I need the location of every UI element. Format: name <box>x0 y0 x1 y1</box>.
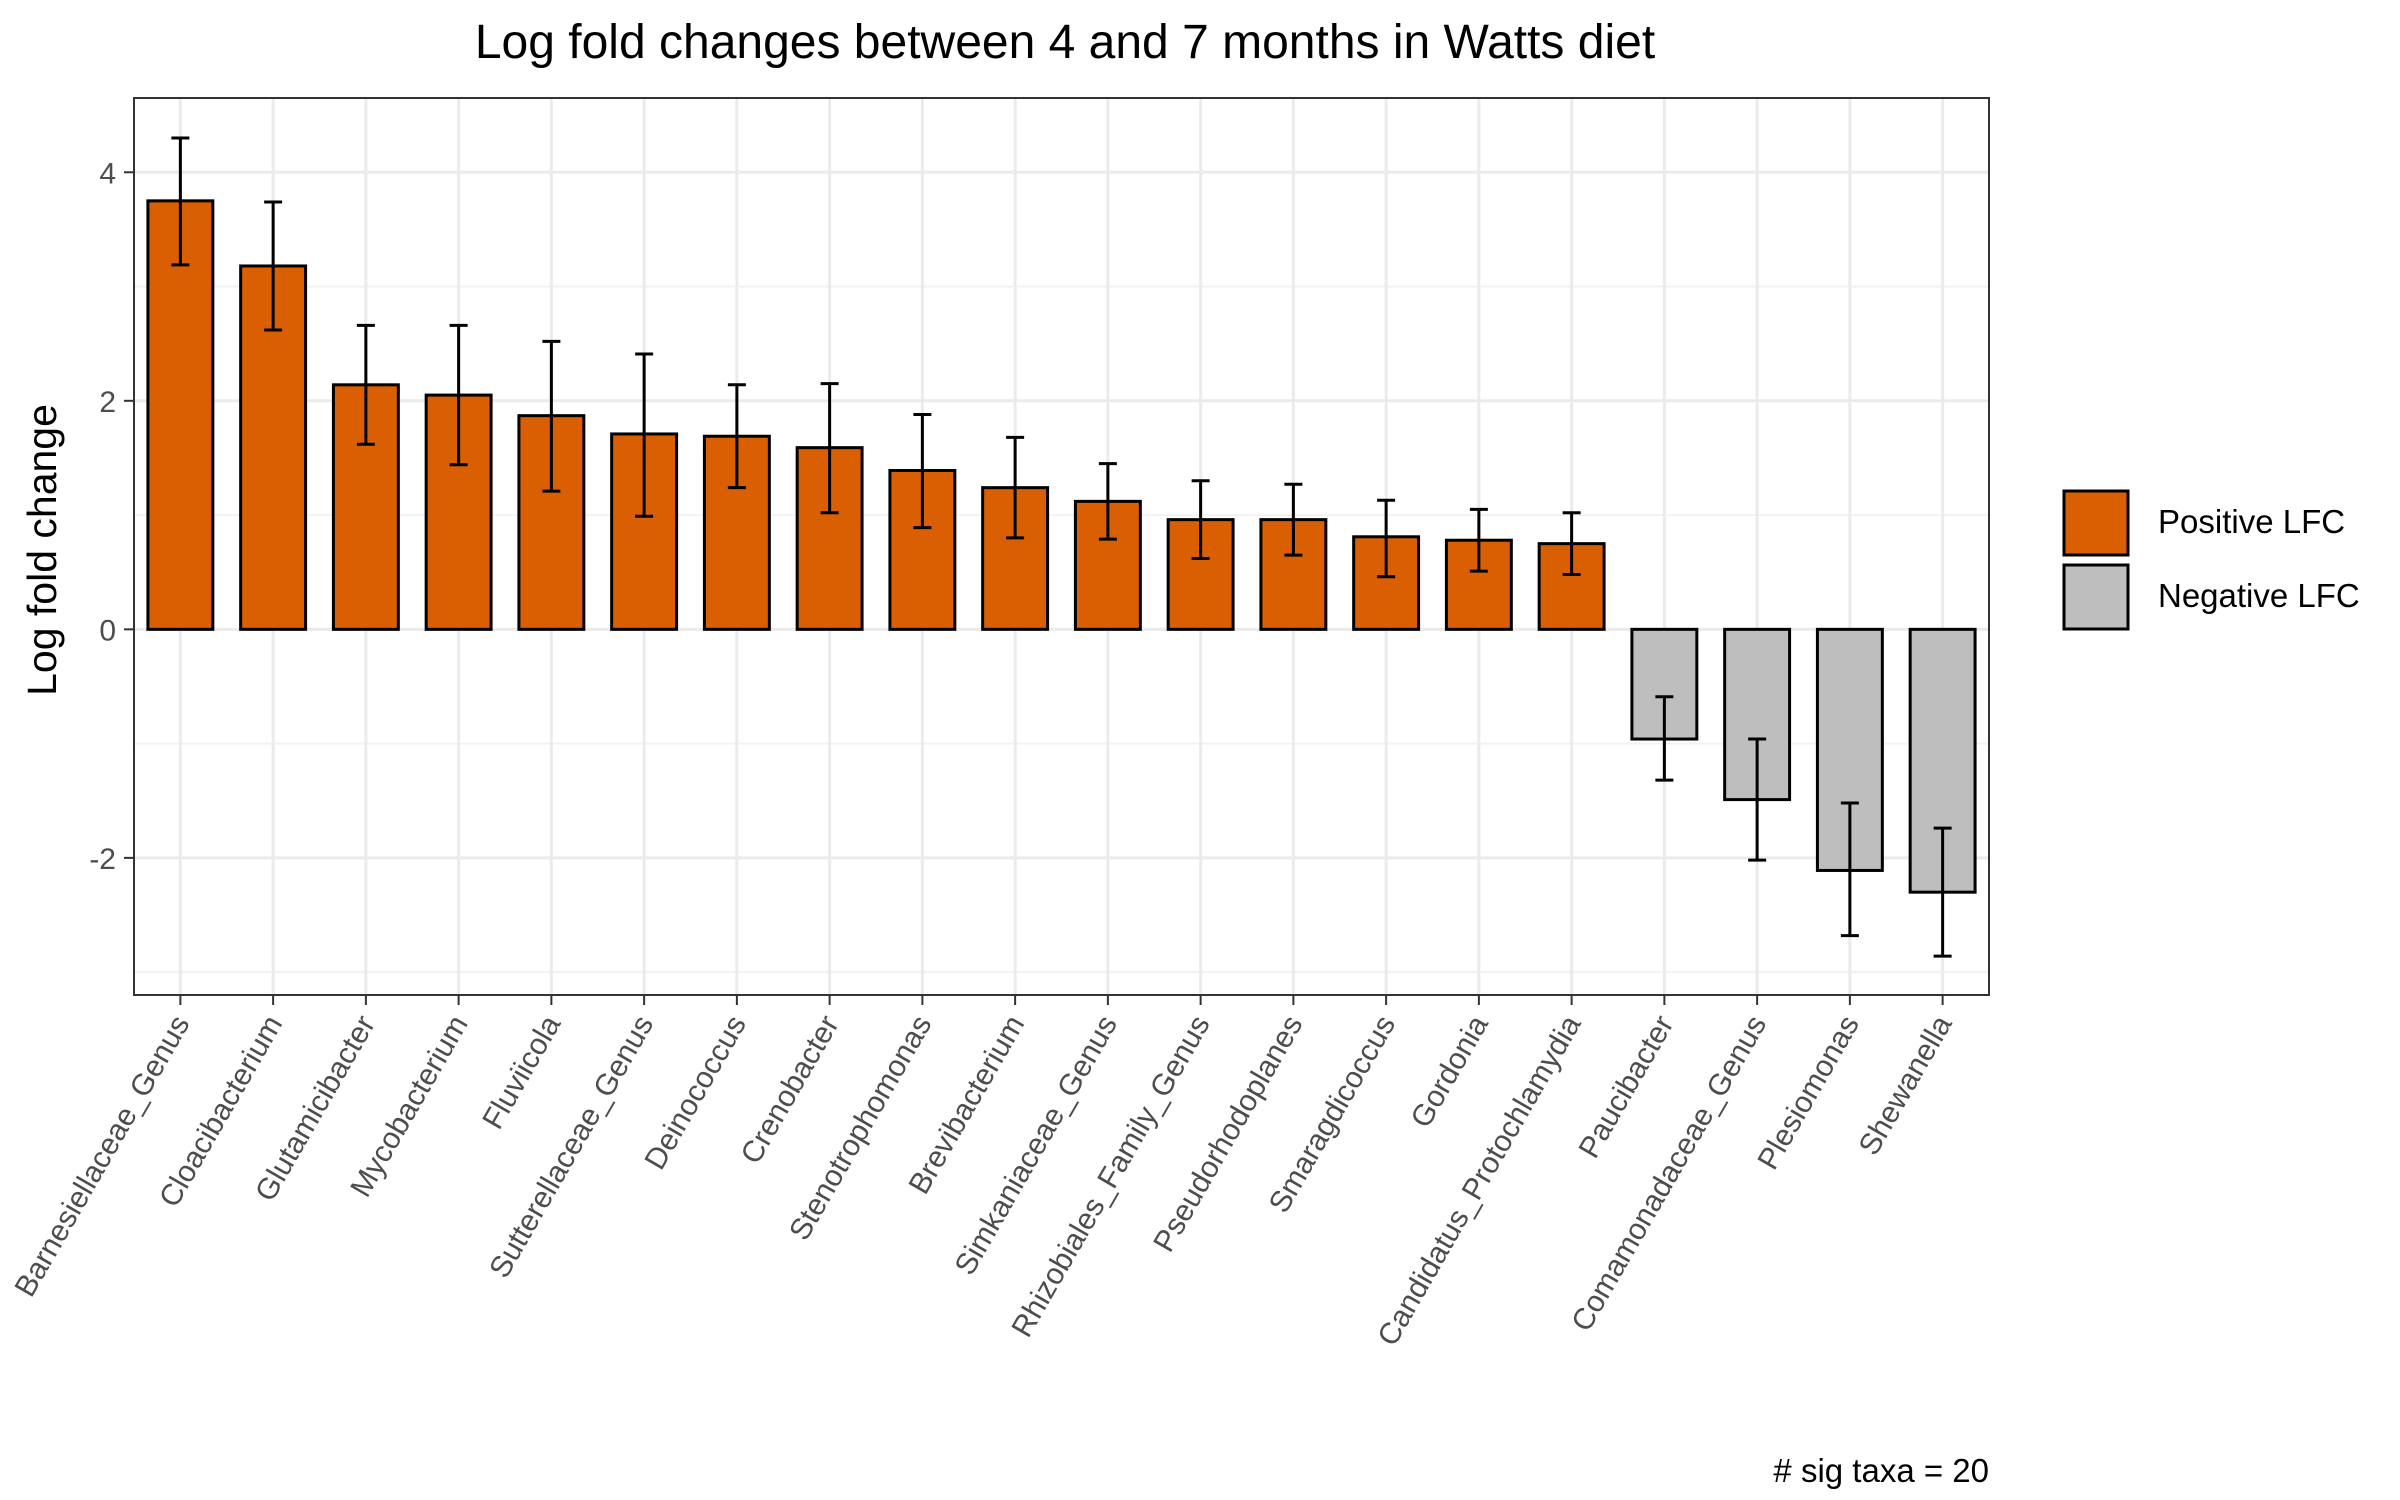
x-tick-label: Fluviicola <box>476 1010 567 1135</box>
error-bar-Glutamicibacter <box>356 323 375 446</box>
error-bar-Mycobacterium <box>449 323 468 467</box>
x-tick-label: Simkaniaceae_Genus <box>949 1010 1124 1281</box>
x-tick-label: Crenobacter <box>735 1010 846 1169</box>
error-bar-Comamonadaceae_Genus <box>1748 737 1767 862</box>
y-tick-label: 4 <box>99 157 116 190</box>
error-bar-Simkaniaceae_Genus <box>1098 462 1117 541</box>
legend-label-positive: Positive LFC <box>2158 503 2345 540</box>
legend-key-negative <box>2062 563 2130 631</box>
error-bar-Sutterellaceae_Genus <box>635 352 654 518</box>
error-bar-Smaragdicoccus <box>1377 498 1396 579</box>
legend-label-negative: Negative LFC <box>2158 577 2360 614</box>
x-tick-label: Sutterellaceae_Genus <box>483 1010 660 1284</box>
x-tick-label: Gordonia <box>1405 1010 1495 1134</box>
error-bar-Barnesiellaceae_Genus <box>171 136 190 267</box>
chart-title: Log fold changes between 4 and 7 months … <box>475 16 1655 69</box>
x-tick-label: Barnesiellaceae_Genus <box>9 1010 197 1302</box>
error-bar-Rhizobiales_Family_Genus <box>1191 479 1210 560</box>
error-bar-Candidatus_Protochlamydia <box>1562 511 1581 576</box>
error-bar-Paucibacter <box>1655 695 1674 782</box>
plot-panel-border <box>133 97 1990 996</box>
bars <box>146 199 1977 894</box>
error-bar-Deinococcus <box>727 383 746 490</box>
bar-Plesiomonas <box>1815 627 1884 872</box>
x-tick-label: Comamonadaceae_Genus <box>1565 1010 1773 1337</box>
x-tick-label: Shewanella <box>1853 1010 1959 1161</box>
y-tick-label: 2 <box>99 386 116 419</box>
legend-key-positive <box>2062 489 2130 557</box>
caption: # sig taxa = 20 <box>1773 1452 1989 1489</box>
y-tick-label: 0 <box>99 614 116 647</box>
error-bar-Shewanella <box>1933 826 1952 958</box>
bar-Barnesiellaceae_Genus <box>146 199 215 631</box>
error-bar-Plesiomonas <box>1840 801 1859 938</box>
error-bar-Fluviicola <box>542 339 561 493</box>
x-tick-label: Plesiomonas <box>1751 1010 1865 1175</box>
y-axis-label: Log fold change <box>19 404 65 696</box>
error-bar-Pseudorhodoplanes <box>1284 482 1303 557</box>
error-bar-Cloacibacterium <box>264 200 283 332</box>
error-bars <box>171 136 1952 958</box>
error-bar-Gordonia <box>1469 507 1488 573</box>
x-tick-label: Paucibacter <box>1573 1010 1681 1164</box>
error-bar-Brevibacterium <box>1006 435 1025 540</box>
legend: Positive LFC Negative LFC <box>2062 489 2360 631</box>
grid <box>134 98 1989 995</box>
bar-Deinococcus <box>702 434 771 631</box>
error-bar-Crenobacter <box>820 382 839 515</box>
error-bar-Stenotrophomonas <box>913 413 932 530</box>
x-tick-label: Candidatus_Protochlamydia <box>1371 1010 1587 1352</box>
y-tick-label: -2 <box>89 843 116 876</box>
